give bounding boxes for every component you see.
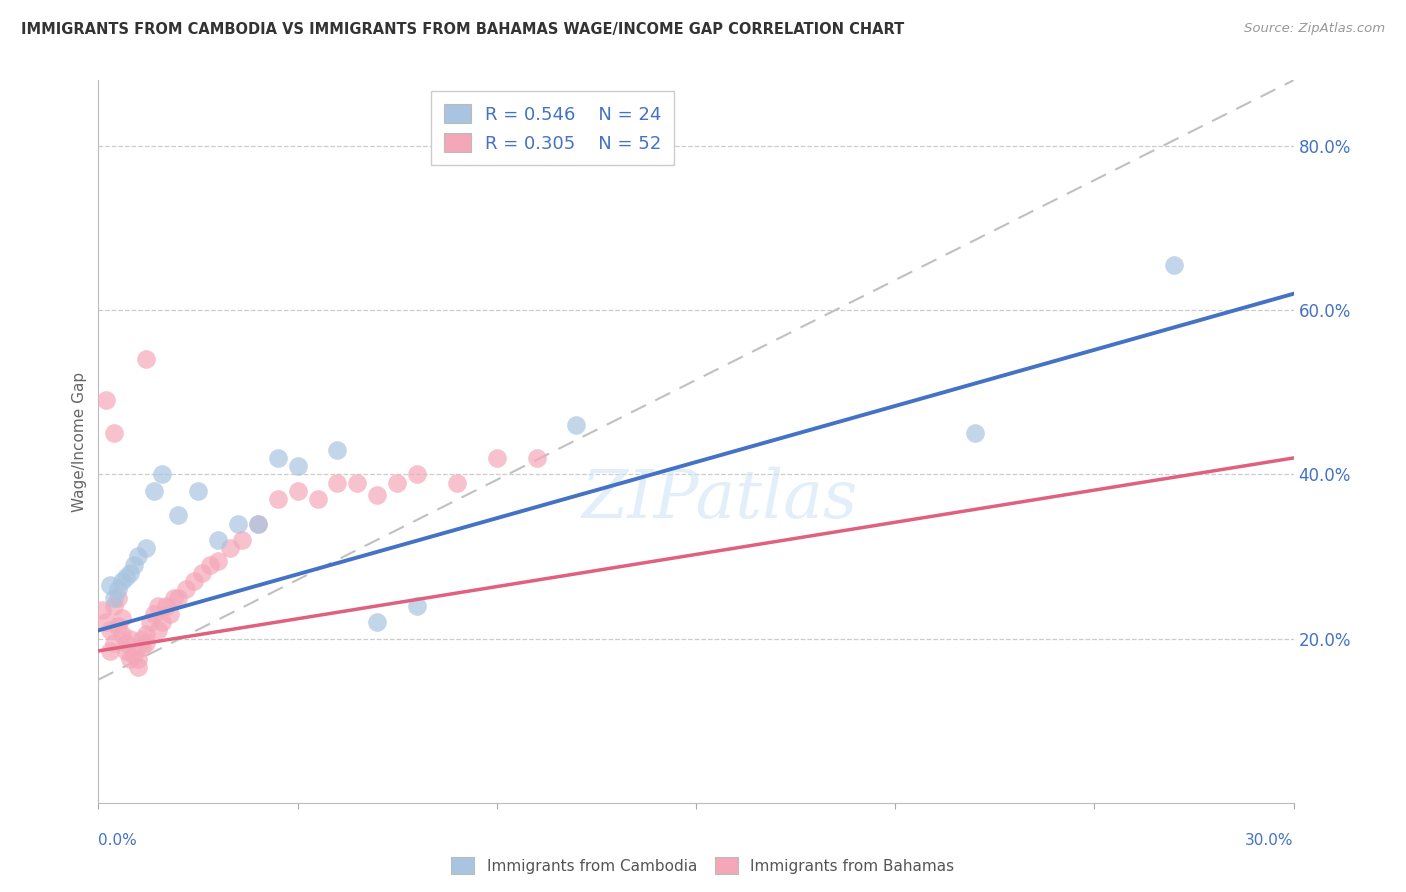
Point bbox=[183, 574, 205, 588]
Point bbox=[287, 483, 309, 498]
Point bbox=[198, 558, 221, 572]
Point bbox=[107, 619, 129, 633]
Point bbox=[127, 652, 149, 666]
Point bbox=[226, 516, 249, 531]
Point bbox=[267, 491, 290, 506]
Point bbox=[127, 660, 149, 674]
Point bbox=[267, 450, 290, 465]
Point bbox=[96, 393, 118, 408]
Point bbox=[366, 615, 388, 630]
Point bbox=[135, 636, 157, 650]
Legend: R = 0.546    N = 24, R = 0.305    N = 52: R = 0.546 N = 24, R = 0.305 N = 52 bbox=[432, 91, 673, 165]
Point bbox=[526, 450, 548, 465]
Point bbox=[143, 483, 166, 498]
Point bbox=[111, 627, 134, 641]
Point bbox=[150, 467, 173, 482]
Point bbox=[115, 644, 138, 658]
Point bbox=[191, 566, 214, 580]
Point bbox=[98, 624, 122, 638]
Point bbox=[143, 607, 166, 621]
Point bbox=[326, 475, 349, 490]
Point bbox=[366, 488, 388, 502]
Text: Source: ZipAtlas.com: Source: ZipAtlas.com bbox=[1244, 22, 1385, 36]
Point bbox=[103, 426, 125, 441]
Point bbox=[246, 516, 269, 531]
Point bbox=[148, 624, 170, 638]
Point bbox=[159, 607, 181, 621]
Point bbox=[246, 516, 269, 531]
Point bbox=[446, 475, 468, 490]
Point bbox=[131, 632, 153, 646]
Point bbox=[187, 483, 209, 498]
Point bbox=[103, 599, 125, 613]
Point bbox=[207, 533, 229, 547]
Text: 30.0%: 30.0% bbox=[1246, 833, 1294, 848]
Point bbox=[139, 615, 162, 630]
Point bbox=[148, 599, 170, 613]
Point bbox=[565, 418, 588, 433]
Point bbox=[963, 426, 986, 441]
Point bbox=[1163, 258, 1185, 272]
Legend: Immigrants from Cambodia, Immigrants from Bahamas: Immigrants from Cambodia, Immigrants fro… bbox=[446, 851, 960, 880]
Point bbox=[120, 632, 142, 646]
Point bbox=[120, 652, 142, 666]
Point bbox=[406, 467, 429, 482]
Point bbox=[96, 615, 118, 630]
Point bbox=[115, 570, 138, 584]
Point bbox=[135, 627, 157, 641]
Point bbox=[103, 636, 125, 650]
Point bbox=[127, 549, 149, 564]
Point bbox=[219, 541, 242, 556]
Point bbox=[111, 611, 134, 625]
Point bbox=[174, 582, 197, 597]
Point bbox=[167, 508, 190, 523]
Point bbox=[107, 582, 129, 597]
Point bbox=[485, 450, 508, 465]
Point bbox=[103, 591, 125, 605]
Point bbox=[406, 599, 429, 613]
Text: IMMIGRANTS FROM CAMBODIA VS IMMIGRANTS FROM BAHAMAS WAGE/INCOME GAP CORRELATION : IMMIGRANTS FROM CAMBODIA VS IMMIGRANTS F… bbox=[21, 22, 904, 37]
Text: ZIPatlas: ZIPatlas bbox=[582, 467, 858, 532]
Point bbox=[207, 553, 229, 567]
Point bbox=[326, 442, 349, 457]
Point bbox=[111, 574, 134, 588]
Point bbox=[107, 591, 129, 605]
Point bbox=[91, 603, 114, 617]
Y-axis label: Wage/Income Gap: Wage/Income Gap bbox=[72, 371, 87, 512]
Text: 0.0%: 0.0% bbox=[98, 833, 138, 848]
Point bbox=[231, 533, 253, 547]
Point bbox=[124, 558, 146, 572]
Point bbox=[287, 459, 309, 474]
Point bbox=[135, 352, 157, 367]
Point bbox=[135, 541, 157, 556]
Point bbox=[115, 636, 138, 650]
Point bbox=[150, 615, 173, 630]
Point bbox=[98, 644, 122, 658]
Point bbox=[120, 566, 142, 580]
Point bbox=[124, 648, 146, 662]
Point bbox=[163, 591, 186, 605]
Point bbox=[155, 599, 177, 613]
Point bbox=[346, 475, 368, 490]
Point bbox=[385, 475, 409, 490]
Point bbox=[307, 491, 329, 506]
Point bbox=[167, 591, 190, 605]
Point bbox=[131, 640, 153, 654]
Point bbox=[98, 578, 122, 592]
